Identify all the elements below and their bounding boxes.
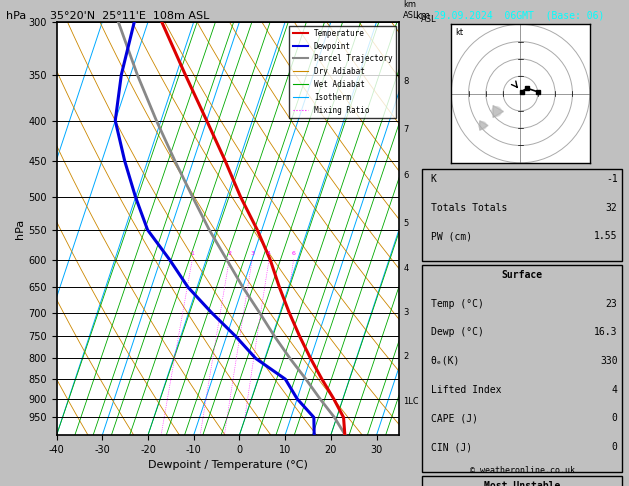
- Text: 6: 6: [404, 172, 409, 180]
- Text: © weatheronline.co.uk: © weatheronline.co.uk: [470, 466, 574, 475]
- Text: 3: 3: [404, 308, 409, 317]
- Text: 0: 0: [611, 442, 618, 452]
- Text: 32: 32: [606, 203, 618, 212]
- Text: 4: 4: [404, 264, 409, 273]
- Bar: [423, 265, 621, 472]
- Text: 1LCL: 1LCL: [404, 397, 424, 406]
- Text: PW (cm): PW (cm): [431, 231, 472, 241]
- Text: Surface: Surface: [501, 270, 543, 280]
- Text: Lifted Index: Lifted Index: [431, 384, 501, 395]
- Text: 2: 2: [404, 352, 409, 361]
- Text: 330: 330: [600, 356, 618, 366]
- Text: θₑ(K): θₑ(K): [431, 356, 460, 366]
- Text: 6: 6: [292, 251, 296, 257]
- Text: km
ASL: km ASL: [403, 0, 418, 20]
- Text: 8: 8: [404, 77, 409, 86]
- Text: 29.09.2024  06GMT  (Base: 06): 29.09.2024 06GMT (Base: 06): [434, 11, 604, 21]
- Text: Dewp (°C): Dewp (°C): [431, 327, 484, 337]
- Text: ASL: ASL: [421, 15, 437, 24]
- Text: 1.55: 1.55: [594, 231, 618, 241]
- Text: km: km: [415, 11, 430, 21]
- Bar: [423, 476, 621, 486]
- Text: K: K: [431, 174, 437, 184]
- Text: 16.3: 16.3: [594, 327, 618, 337]
- Text: kt: kt: [455, 29, 464, 37]
- Text: hPa: hPa: [6, 11, 26, 21]
- Text: CIN (J): CIN (J): [431, 442, 472, 452]
- Text: 7: 7: [404, 124, 409, 134]
- Bar: [423, 169, 621, 261]
- Text: 2: 2: [227, 251, 231, 257]
- Text: CAPE (J): CAPE (J): [431, 413, 478, 423]
- X-axis label: Dewpoint / Temperature (°C): Dewpoint / Temperature (°C): [148, 460, 308, 470]
- Text: 5: 5: [404, 219, 409, 228]
- Text: 3: 3: [250, 251, 254, 257]
- Text: 1: 1: [191, 251, 194, 257]
- Text: Most Unstable: Most Unstable: [484, 481, 560, 486]
- Text: 4: 4: [267, 251, 271, 257]
- Text: 35°20'N  25°11'E  108m ASL: 35°20'N 25°11'E 108m ASL: [50, 11, 209, 21]
- Text: Mixing Ratio (g/kg): Mixing Ratio (g/kg): [428, 192, 437, 265]
- Y-axis label: hPa: hPa: [16, 218, 26, 239]
- Text: Temp (°C): Temp (°C): [431, 298, 484, 309]
- Legend: Temperature, Dewpoint, Parcel Trajectory, Dry Adiabat, Wet Adiabat, Isotherm, Mi: Temperature, Dewpoint, Parcel Trajectory…: [289, 26, 396, 118]
- Text: Totals Totals: Totals Totals: [431, 203, 507, 212]
- Text: 0: 0: [611, 413, 618, 423]
- Text: 4: 4: [611, 384, 618, 395]
- Text: -1: -1: [606, 174, 618, 184]
- Text: 23: 23: [606, 298, 618, 309]
